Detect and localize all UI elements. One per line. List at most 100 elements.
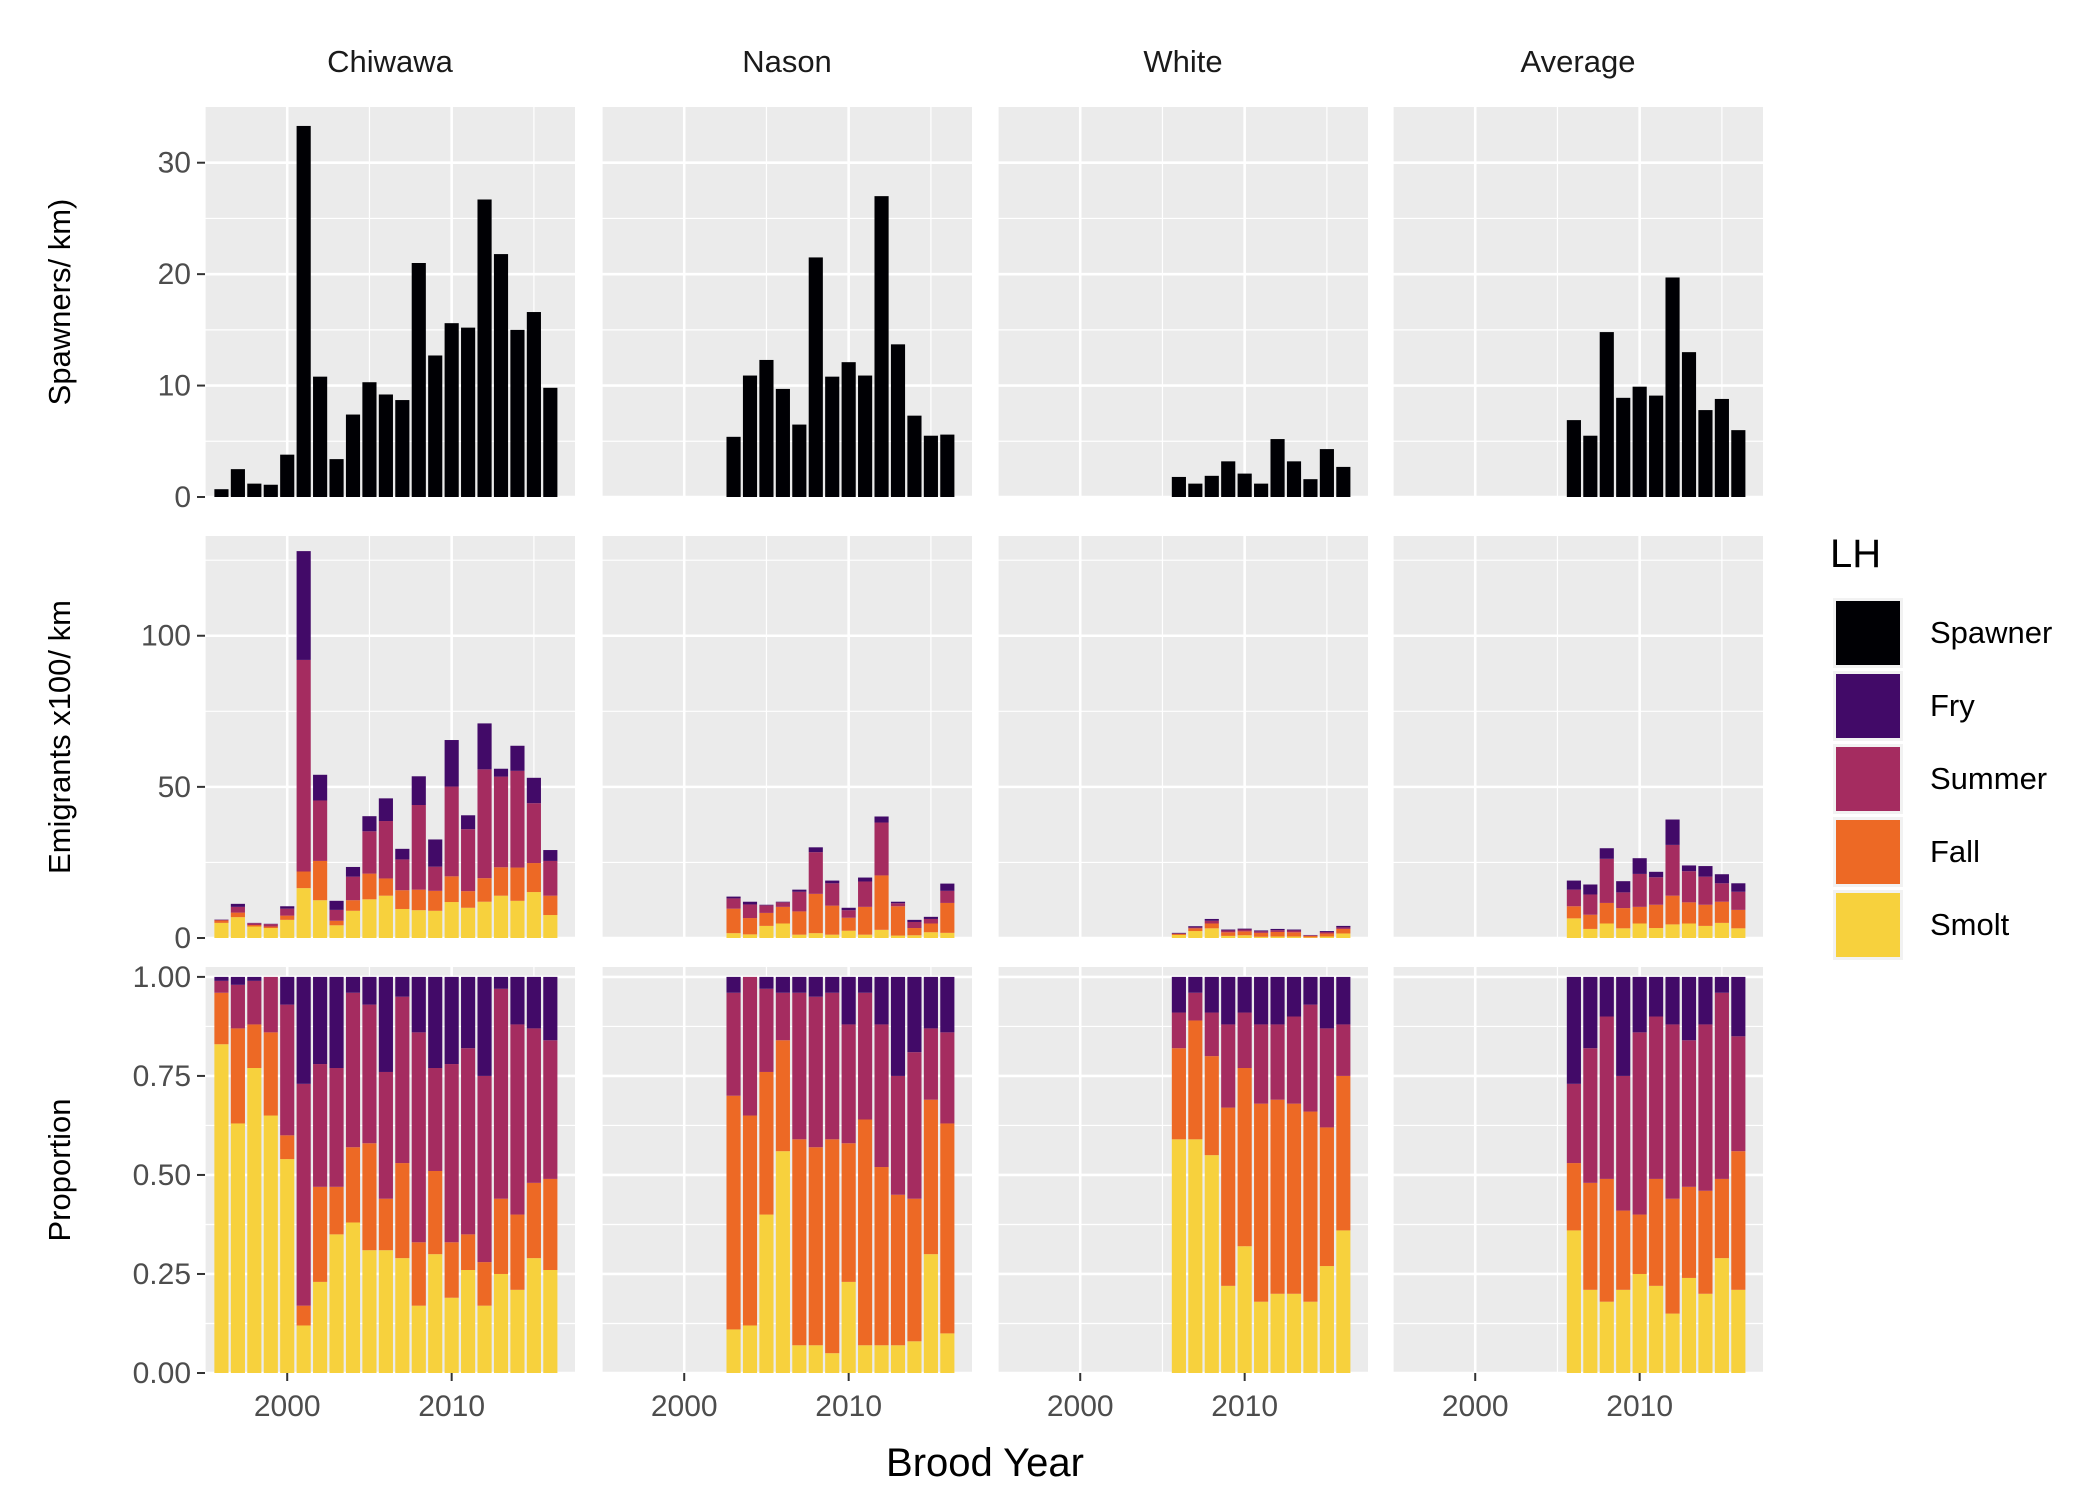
bar-fry-2003	[726, 977, 740, 993]
bar-fall-2013	[1682, 1187, 1696, 1278]
bar-fall-2015	[1715, 902, 1729, 923]
bar-summer-2007	[1188, 993, 1202, 1021]
bar-fry-2011	[858, 878, 872, 882]
bar-fry-2013	[891, 902, 905, 904]
legend-swatch-summer	[1836, 747, 1900, 811]
bar-fry-2015	[1715, 874, 1729, 883]
bar-fry-2016	[543, 977, 557, 1040]
bar-fry-2008	[1205, 919, 1219, 921]
bar-summer-2010	[842, 1024, 856, 1143]
bar-summer-2009	[1616, 892, 1630, 908]
bar-fry-2016	[1336, 977, 1350, 1025]
bar-fry-2013	[494, 769, 508, 777]
bar-spawner-2006	[776, 389, 790, 497]
bar-fall-2012	[477, 1262, 491, 1306]
x-axis-title: Brood Year	[886, 1441, 1084, 1485]
legend-swatch-smolt	[1836, 893, 1900, 957]
bar-smolt-2010	[445, 902, 459, 938]
bar-summer-2002	[313, 800, 327, 860]
bar-fry-2009	[428, 977, 442, 1068]
bar-summer-2007	[395, 859, 409, 890]
bar-summer-2008	[1600, 859, 1614, 903]
bar-summer-2013	[1682, 1040, 1696, 1187]
x-tick-label: 2000	[1442, 1390, 1509, 1423]
bar-smolt-2007	[792, 935, 806, 938]
bar-fall-2006	[776, 1040, 790, 1151]
bar-fry-2001	[297, 977, 311, 1084]
bar-fall-2008	[809, 1147, 823, 1345]
bar-fall-2010	[842, 918, 856, 931]
bar-summer-2013	[891, 903, 905, 906]
bar-fall-2008	[1600, 1179, 1614, 1302]
bar-summer-2012	[1665, 1024, 1679, 1198]
bar-spawner-2012	[477, 199, 491, 497]
panel-chiwawa-emigrants	[205, 536, 575, 938]
bar-fall-2014	[1303, 1112, 1317, 1302]
bar-fry-2014	[1303, 977, 1317, 1005]
bar-summer-2008	[809, 852, 823, 894]
bar-fry-2008	[809, 977, 823, 997]
bar-fall-2009	[428, 1171, 442, 1254]
bar-fall-1997	[231, 913, 245, 918]
bar-smolt-2000	[280, 920, 294, 938]
facet-label-chiwawa: Chiwawa	[327, 44, 454, 79]
panel-chiwawa-spawners	[205, 107, 575, 497]
bar-fry-2005	[759, 977, 773, 989]
bar-smolt-2013	[1682, 923, 1696, 938]
bar-fry-2002	[313, 775, 327, 801]
bar-spawner-2004	[743, 376, 757, 497]
bar-summer-2014	[907, 1052, 921, 1199]
panel-average-spawners	[1393, 107, 1763, 497]
bar-summer-2012	[1270, 1024, 1284, 1099]
panel-layer	[205, 107, 1763, 1373]
bar-fall-2010	[1633, 907, 1647, 924]
bar-fall-2006	[1567, 906, 1581, 918]
panel-background	[602, 536, 972, 938]
bar-fall-2015	[924, 923, 938, 932]
bar-fall-2009	[825, 906, 839, 935]
bar-smolt-2009	[428, 911, 442, 938]
bar-summer-1998	[247, 981, 261, 1025]
bar-fry-2006	[776, 977, 790, 993]
bar-spawner-2008	[809, 257, 823, 497]
bar-fall-1998	[247, 925, 261, 927]
legend-label-fall: Fall	[1930, 834, 1980, 869]
bar-smolt-2016	[543, 1270, 557, 1373]
bar-spawner-2001	[297, 126, 311, 497]
bar-spawner-2012	[1665, 277, 1679, 497]
bar-smolt-1996	[214, 923, 228, 938]
bar-fall-2011	[1649, 1179, 1663, 1286]
legend-title: LH	[1830, 532, 1881, 576]
bar-fall-2010	[1633, 1215, 1647, 1274]
bar-spawner-2013	[1682, 352, 1696, 497]
bar-smolt-2007	[1188, 931, 1202, 938]
bar-summer-2015	[924, 919, 938, 924]
bar-fall-2014	[510, 1215, 524, 1290]
bar-fall-2009	[1616, 1211, 1630, 1290]
bar-summer-2014	[1698, 877, 1712, 905]
bar-summer-2004	[743, 977, 757, 1116]
bar-spawner-2007	[395, 400, 409, 497]
bar-smolt-2002	[313, 900, 327, 938]
bar-spawner-2015	[527, 312, 541, 497]
bar-smolt-2010	[1238, 1246, 1252, 1373]
bar-summer-2006	[776, 902, 790, 907]
bar-smolt-2011	[1254, 1302, 1268, 1373]
bar-fry-2015	[924, 917, 938, 919]
bar-spawner-2003	[329, 459, 343, 497]
bar-smolt-2009	[428, 1254, 442, 1373]
bar-spawner-2009	[1221, 461, 1235, 497]
bar-fall-2008	[1205, 923, 1219, 928]
bar-fry-2013	[494, 977, 508, 989]
bar-spawner-2006	[1567, 420, 1581, 497]
bar-fall-2008	[412, 890, 426, 911]
bar-smolt-2013	[891, 1345, 905, 1373]
bar-spawner-2010	[1238, 474, 1252, 497]
bar-summer-2009	[428, 867, 442, 891]
bar-fry-2013	[1682, 865, 1696, 871]
panel-nason-proportion	[602, 967, 972, 1373]
bar-fall-2012	[1270, 1100, 1284, 1294]
bar-fall-2007	[395, 890, 409, 909]
bar-smolt-2014	[510, 901, 524, 938]
bar-fall-2007	[1583, 915, 1597, 929]
